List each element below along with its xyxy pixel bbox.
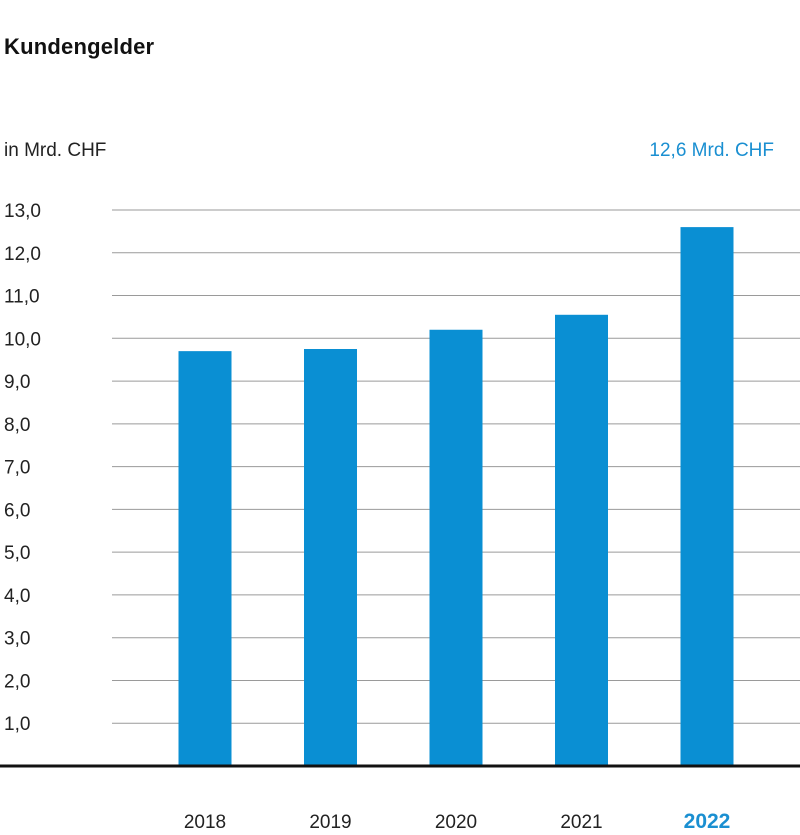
- x-tick-label-2020: 2020: [435, 812, 477, 833]
- bar-2022: [680, 227, 734, 767]
- x-tick-label-2019: 2019: [309, 812, 351, 833]
- y-tick-label: 4,0: [4, 586, 30, 607]
- bar-2021: [555, 314, 608, 766]
- y-tick-label: 9,0: [4, 372, 30, 393]
- y-tick-label: 8,0: [4, 415, 30, 436]
- bar-2020: [429, 329, 483, 766]
- y-tick-label: 13,0: [4, 201, 41, 222]
- y-tick-label: 5,0: [4, 543, 30, 564]
- highlight-value-annotation: 12,6 Mrd. CHF: [649, 140, 774, 161]
- y-tick-label: 7,0: [4, 458, 30, 479]
- y-tick-label: 2,0: [4, 671, 30, 692]
- y-tick-label: 12,0: [4, 244, 41, 265]
- x-tick-label-2021: 2021: [560, 812, 602, 833]
- y-tick-label: 10,0: [4, 329, 41, 350]
- y-tick-label: 11,0: [4, 287, 40, 308]
- x-tick-label-2022: 2022: [684, 810, 731, 833]
- x-tick-label-2018: 2018: [184, 812, 226, 833]
- bar-2018: [178, 351, 232, 766]
- y-tick-label: 1,0: [4, 714, 30, 735]
- y-axis-unit-label: in Mrd. CHF: [4, 140, 107, 161]
- y-tick-label: 6,0: [4, 500, 30, 521]
- bar-2019: [304, 349, 357, 766]
- y-tick-label: 3,0: [4, 629, 30, 650]
- chart-title: Kundengelder: [4, 34, 155, 59]
